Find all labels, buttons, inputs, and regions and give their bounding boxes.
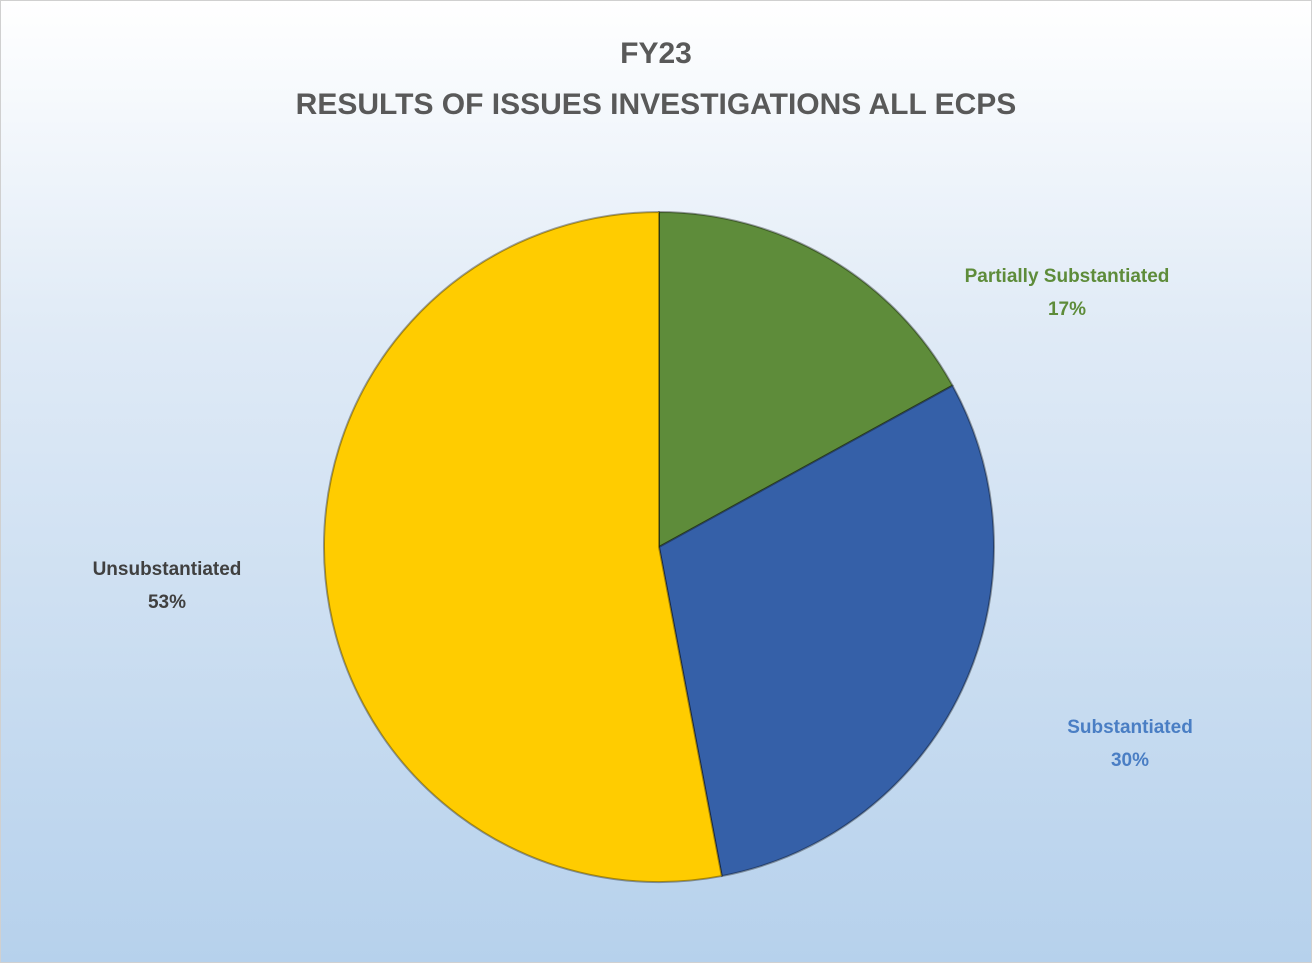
chart-title: FY23 xyxy=(620,37,692,70)
slice-value-label: 17% xyxy=(1048,299,1086,320)
slice-label: Partially Substantiated xyxy=(965,266,1170,287)
pie-slice xyxy=(658,384,995,878)
pie-slice xyxy=(323,211,723,883)
slice-label: Substantiated xyxy=(1067,717,1193,738)
pie-slice xyxy=(658,211,954,548)
chart-title: RESULTS OF ISSUES INVESTIGATIONS ALL ECP… xyxy=(296,88,1017,121)
slice-value-label: 53% xyxy=(148,592,186,613)
slice-label: Unsubstantiated xyxy=(93,559,242,580)
slice-value-label: 30% xyxy=(1111,750,1149,771)
